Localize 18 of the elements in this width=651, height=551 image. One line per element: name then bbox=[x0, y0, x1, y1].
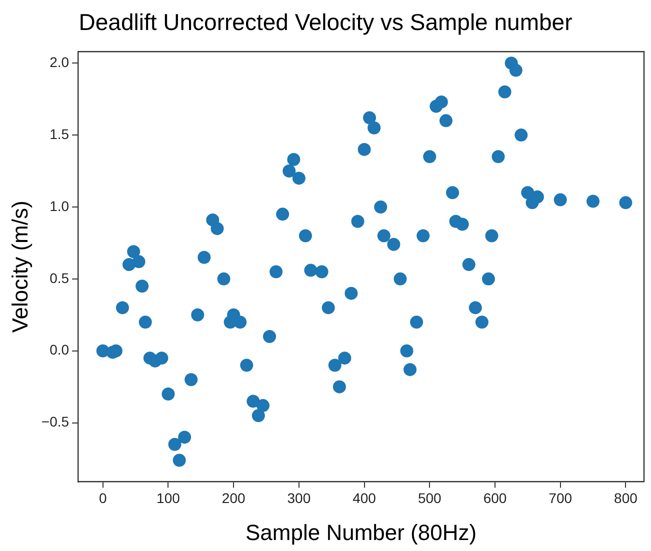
y-tick-label: −0.5 bbox=[41, 414, 70, 430]
y-tick-label: 0.0 bbox=[50, 342, 70, 358]
x-tick-label: 0 bbox=[98, 490, 107, 506]
x-tick-label: 200 bbox=[222, 490, 246, 506]
x-tick-label: 100 bbox=[156, 490, 180, 506]
x-axis-title: Sample Number (80Hz) bbox=[245, 520, 477, 545]
y-tick-label: 2.0 bbox=[50, 54, 70, 70]
x-tick-label: 300 bbox=[287, 490, 311, 506]
y-tick-label: 1.0 bbox=[50, 198, 70, 214]
x-tick-label: 500 bbox=[418, 490, 442, 506]
y-tick-label: 1.5 bbox=[50, 126, 70, 142]
x-tick-label: 800 bbox=[614, 490, 638, 506]
y-axis-title: Velocity (m/s) bbox=[7, 200, 32, 333]
x-tick-label: 700 bbox=[548, 490, 572, 506]
x-tick-label: 600 bbox=[483, 490, 507, 506]
chart-title: Deadlift Uncorrected Velocity vs Sample number bbox=[78, 9, 573, 36]
x-tick-label: 400 bbox=[352, 490, 376, 506]
y-tick-label: 0.5 bbox=[50, 270, 70, 286]
